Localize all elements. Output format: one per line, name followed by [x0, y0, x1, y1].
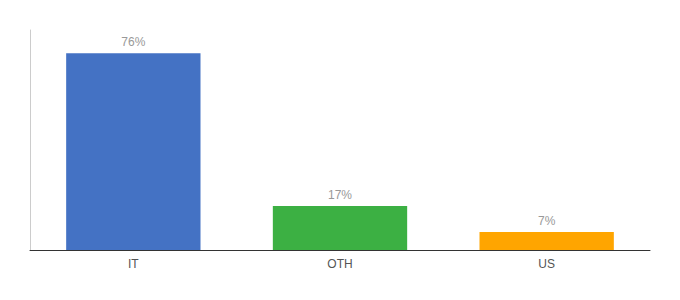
svg-text:7%: 7%: [538, 214, 556, 228]
svg-text:17%: 17%: [328, 188, 352, 202]
svg-text:US: US: [538, 257, 555, 271]
svg-text:OTH: OTH: [327, 257, 352, 271]
svg-text:76%: 76%: [121, 35, 145, 49]
svg-text:IT: IT: [128, 257, 139, 271]
